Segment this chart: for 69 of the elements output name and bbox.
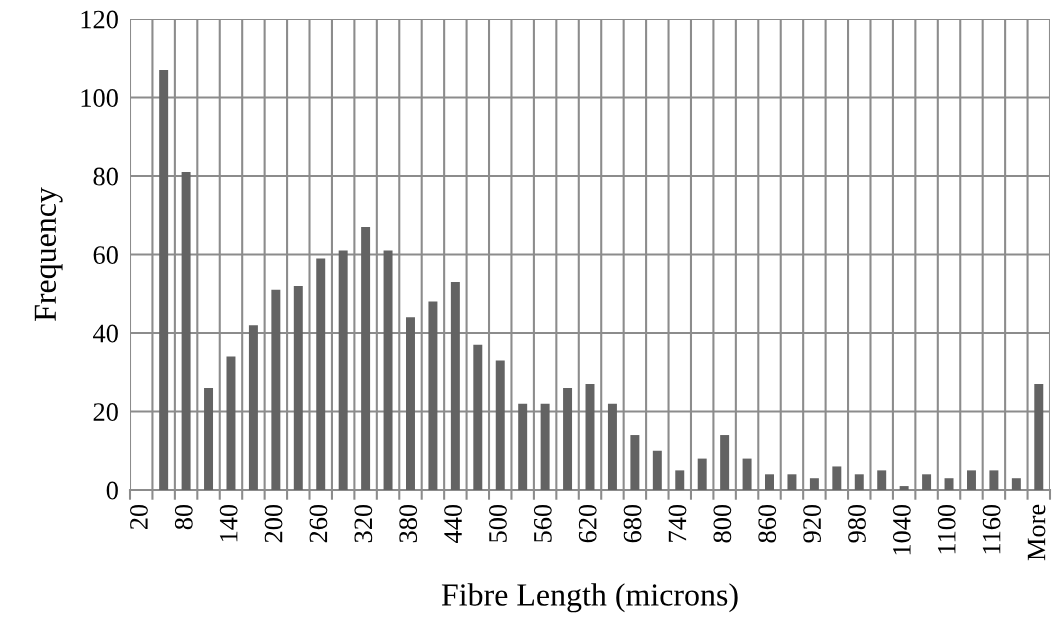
bar	[809, 478, 819, 490]
bar	[765, 474, 774, 490]
x-tick-label: 1040	[892, 504, 911, 555]
bar	[899, 486, 909, 490]
x-axis-title: Fibre Length (microns)	[441, 583, 738, 613]
bar	[832, 466, 842, 490]
bar	[406, 317, 415, 490]
bar	[204, 387, 214, 490]
y-tick-label: 100	[81, 89, 118, 107]
bar	[854, 474, 864, 490]
bar	[361, 227, 371, 490]
x-tick-label: 920	[803, 504, 821, 543]
y-tick-label: 120	[81, 10, 118, 29]
x-tick-label: 380	[399, 504, 418, 543]
y-axis-title: Frequency	[34, 187, 63, 321]
bar	[630, 435, 640, 490]
bar	[697, 458, 707, 490]
x-tick-label: 560	[533, 504, 552, 542]
x-tick-label: 620	[578, 504, 597, 543]
bar	[540, 403, 550, 490]
x-tick-label: More	[1027, 504, 1046, 561]
bar	[428, 301, 438, 490]
y-tick-label: 40	[93, 324, 118, 343]
bar	[271, 289, 281, 490]
bar	[226, 356, 236, 490]
bar	[450, 281, 460, 490]
x-tick-label: 500	[489, 504, 507, 542]
bar	[922, 474, 932, 490]
x-tick-label: 800	[713, 504, 732, 543]
x-tick-label: 1100	[937, 504, 956, 554]
y-tick-label: 60	[93, 246, 118, 264]
x-tick-label: 20	[130, 504, 148, 530]
bar	[989, 470, 999, 490]
bar	[966, 470, 976, 490]
y-tick-label: 0	[106, 481, 118, 500]
bar	[518, 403, 528, 490]
x-tick-label: 320	[354, 504, 373, 543]
bar	[652, 450, 662, 490]
bar	[473, 344, 483, 490]
bar	[248, 325, 258, 490]
bar	[877, 470, 887, 490]
bar	[1034, 384, 1044, 490]
x-tick-label: 440	[444, 504, 462, 543]
x-tick-label: 1160	[982, 504, 1001, 554]
x-tick-label: 680	[623, 504, 642, 543]
bar	[159, 70, 169, 490]
y-tick-label: 20	[93, 403, 118, 421]
bar	[720, 435, 730, 490]
x-tick-label: 80	[174, 504, 193, 530]
x-tick-label: 860	[758, 504, 777, 543]
bar	[563, 387, 573, 490]
x-tick-label: 200	[264, 504, 283, 543]
bar	[1011, 478, 1021, 490]
bar	[383, 250, 393, 490]
bar	[181, 172, 191, 490]
bar	[607, 403, 617, 490]
bar	[338, 250, 348, 490]
x-tick-label: 140	[219, 504, 238, 542]
bar	[495, 360, 505, 490]
bar	[675, 470, 685, 490]
bar	[944, 478, 954, 490]
x-tick-label: 980	[848, 504, 866, 543]
y-tick-label: 80	[93, 167, 118, 186]
x-tick-label: 740	[668, 504, 687, 542]
bar	[742, 458, 752, 490]
x-tick-label: 260	[309, 504, 328, 543]
bar	[293, 285, 303, 490]
bar	[316, 258, 326, 490]
bar	[787, 474, 797, 490]
